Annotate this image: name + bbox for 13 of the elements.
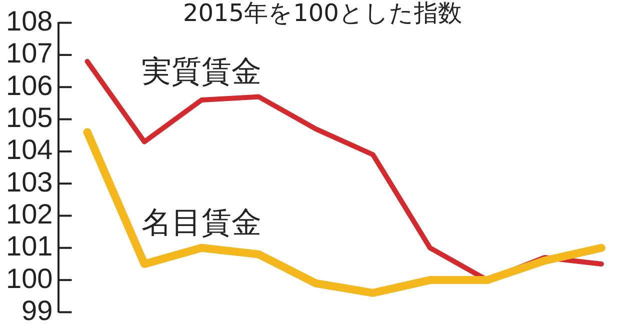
y-tick-label: 104 (6, 134, 53, 166)
y-tick-label: 105 (6, 102, 53, 133)
y-tick-label: 107 (6, 38, 53, 69)
series-label: 名目賃金 (142, 206, 262, 241)
y-tick-label: 102 (6, 198, 53, 230)
y-tick-label: 101 (6, 230, 53, 262)
series-label: 実質賃金 (142, 54, 262, 90)
chart-title: 2015年を100とした指数 (183, 0, 462, 27)
y-tick-label: 99 (22, 294, 53, 326)
y-tick-label: 108 (6, 6, 53, 37)
y-tick-label: 103 (6, 166, 53, 198)
y-tick-label: 100 (6, 262, 53, 294)
y-tick-label: 106 (6, 70, 53, 101)
